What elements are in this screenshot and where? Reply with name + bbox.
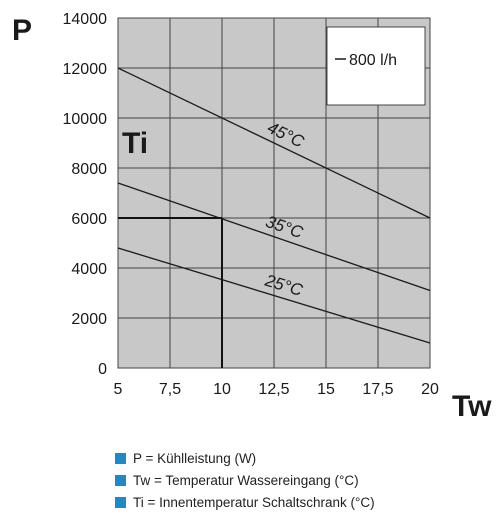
x-tick-label: 15 <box>317 381 335 398</box>
series-line <box>117 67 431 219</box>
x-tick-label: 10 <box>213 381 231 398</box>
flow-legend-text: 800 l/h <box>349 52 397 69</box>
tick-labels: 0 2000 4000 6000 8000 10000 12000 14000 5 7,5 10 12… <box>63 11 440 398</box>
y-tick-label: 4000 <box>71 261 107 278</box>
legend-item-p: P = Kühlleistung (W) <box>115 447 375 469</box>
x-tick-label: 17,5 <box>362 381 393 398</box>
legend: P = Kühlleistung (W) Tw = Temperatur Was… <box>115 447 375 513</box>
plot-border <box>117 17 431 369</box>
y-tick-label: 14000 <box>63 11 108 28</box>
x-tick-label: 20 <box>421 381 439 398</box>
legend-item-tw: Tw = Temperatur Wassereingang (°C) <box>115 469 375 491</box>
series-line <box>117 247 431 344</box>
flow-legend-box: 800 l/h <box>326 26 426 106</box>
legend-text: Tw = Temperatur Wassereingang (°C) <box>133 472 359 488</box>
inset-label: Ti <box>122 127 148 160</box>
y-axis-label: P <box>12 14 32 47</box>
x-tick-label: 7,5 <box>159 381 181 398</box>
flow-legend-frame <box>326 26 426 106</box>
y-tick-label: 6000 <box>71 211 107 228</box>
y-tick-label: 8000 <box>71 161 107 178</box>
x-tick-label: 12,5 <box>258 381 289 398</box>
grid <box>117 17 431 369</box>
guide-lines <box>118 217 223 368</box>
legend-item-ti: Ti = Innentemperatur Schaltschrank (°C) <box>115 491 375 513</box>
x-tick-label: 5 <box>114 381 123 398</box>
legend-marker <box>115 474 126 486</box>
series-line <box>117 182 431 292</box>
legend-text: Ti = Innentemperatur Schaltschrank (°C) <box>133 494 375 510</box>
series-lines <box>117 67 431 344</box>
legend-text: P = Kühlleistung (W) <box>133 450 257 466</box>
y-tick-label: 12000 <box>63 61 108 78</box>
legend-marker <box>115 496 126 508</box>
y-tick-label: 10000 <box>63 111 108 128</box>
x-axis-label: Tw <box>452 390 492 423</box>
y-tick-label: 0 <box>98 361 107 378</box>
chart: 0 2000 4000 6000 8000 10000 12000 14000 5 7,5 10 12… <box>12 11 492 423</box>
y-tick-label: 2000 <box>71 311 107 328</box>
legend-marker <box>115 452 126 464</box>
